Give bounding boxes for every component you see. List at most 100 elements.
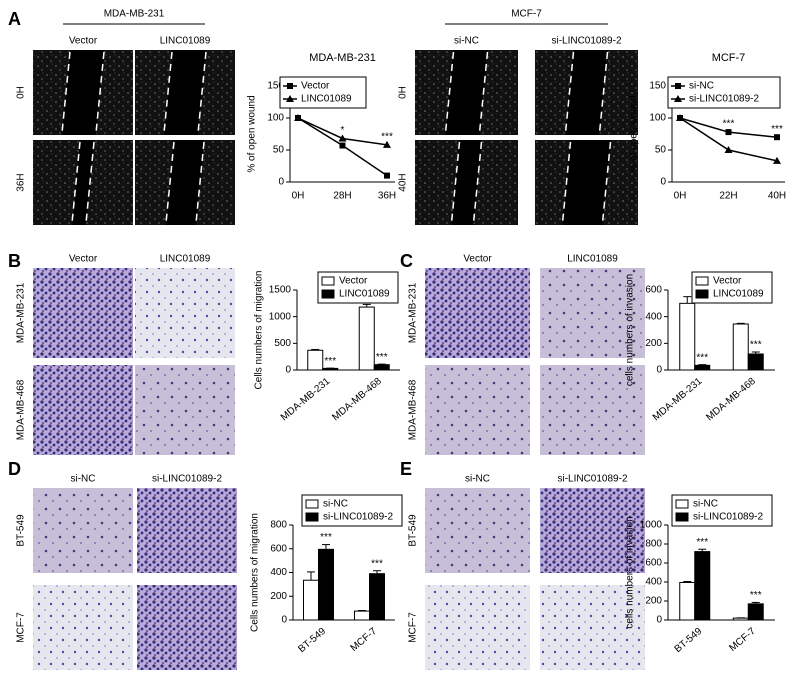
row-label: MCF-7: [408, 612, 419, 643]
wound-edge: [61, 51, 71, 134]
column-label: Vector: [69, 36, 98, 47]
panel-letter: C: [400, 251, 413, 271]
wound-edge: [197, 51, 207, 134]
point-marker: [675, 83, 681, 89]
row-label: 0H: [16, 86, 27, 99]
legend-label: si-NC: [693, 499, 718, 510]
bar: [679, 581, 696, 621]
micrograph: [540, 488, 645, 573]
wound-edge: [165, 141, 175, 224]
panel-letter: D: [8, 459, 21, 479]
y-axis-label: % of open wound: [629, 95, 640, 172]
legend-swatch: [695, 289, 709, 299]
wound-gap: [72, 140, 94, 225]
significance: ***: [324, 356, 336, 367]
y-axis-label: cells numbers of invasion: [625, 274, 636, 386]
x-tick-label: 40H: [768, 191, 786, 202]
wound-edge: [601, 141, 612, 224]
significance: ***: [376, 352, 388, 363]
bar: [322, 367, 339, 371]
bar: [303, 579, 319, 621]
row-label: MDA-MB-468: [16, 379, 27, 440]
y-tick-label: 0: [656, 615, 662, 626]
bar: [694, 551, 711, 621]
y-tick-label: 1500: [269, 285, 292, 296]
wound-edge: [444, 51, 455, 134]
significance: ***: [320, 532, 332, 543]
legend-swatch: [321, 276, 335, 286]
row-label: 0H: [398, 86, 409, 99]
x-tick-label: MDA-MB-231: [651, 376, 705, 424]
legend-swatch: [695, 276, 709, 286]
x-tick-label: BT-549: [673, 626, 705, 655]
micrograph: [135, 365, 235, 455]
row-label: BT-549: [408, 514, 419, 547]
micrograph: [33, 488, 133, 573]
wound-edge: [195, 141, 205, 224]
x-tick-label: BT-549: [296, 626, 328, 655]
wound-edge: [564, 51, 575, 134]
y-tick-label: 150: [649, 81, 666, 92]
column-label: Vector: [463, 254, 492, 265]
legend-box: [279, 76, 367, 109]
wound-gap: [565, 50, 608, 135]
x-tick-label: MCF-7: [349, 626, 380, 654]
point-marker: [384, 172, 390, 179]
column-label: si-NC: [465, 474, 490, 485]
x-tick-label: 0H: [674, 191, 687, 202]
micrograph: [540, 365, 645, 455]
micrograph: [425, 488, 530, 573]
bar: [747, 353, 764, 371]
x-tick-label: MCF-7: [727, 626, 758, 654]
legend-label: Vector: [301, 81, 330, 92]
significance: ***: [750, 340, 762, 351]
legend-label: si-NC: [689, 81, 714, 92]
bar: [307, 349, 324, 371]
y-tick-label: 150: [267, 81, 284, 92]
chart-title: MCF-7: [712, 52, 746, 64]
significance: ***: [750, 590, 762, 601]
y-tick-label: 400: [645, 577, 662, 588]
significance: ***: [696, 537, 708, 548]
y-tick-label: 0: [278, 177, 284, 188]
wound-edge: [472, 141, 483, 224]
y-axis-label: % of open wound: [247, 95, 258, 172]
legend-label: LINC01089: [339, 289, 390, 300]
legend-swatch: [305, 499, 319, 509]
legend-label: si-LINC01089-2: [693, 512, 763, 523]
wound-edge: [95, 51, 105, 134]
significance: ***: [696, 352, 708, 363]
y-tick-label: 100: [267, 113, 284, 124]
micrograph: [135, 268, 235, 358]
micrograph: [425, 585, 530, 670]
wound-gap: [166, 140, 204, 225]
y-tick-label: 1000: [640, 520, 663, 531]
grid-title: MCF-7: [511, 9, 542, 20]
bar: [318, 548, 334, 621]
y-tick-label: 1000: [269, 311, 292, 322]
row-label: MCF-7: [16, 612, 27, 643]
legend-label: si-LINC01089-2: [689, 94, 759, 105]
x-tick-label: 0H: [292, 191, 305, 202]
y-tick-label: 500: [274, 338, 291, 349]
micrograph: [137, 585, 237, 670]
micrograph: [137, 488, 237, 573]
wound-gap: [562, 140, 611, 225]
y-tick-label: 200: [270, 591, 287, 602]
y-tick-label: 400: [270, 567, 287, 578]
y-tick-label: 0: [660, 177, 666, 188]
legend-label: LINC01089: [713, 289, 764, 300]
point-marker: [338, 134, 347, 142]
significance: ***: [381, 132, 393, 143]
micrograph: [33, 585, 133, 670]
panel-letter: E: [400, 459, 412, 479]
wound-gap: [445, 50, 488, 135]
chart-title: MDA-MB-231: [309, 52, 376, 64]
wound-edge: [450, 141, 461, 224]
legend-swatch: [675, 499, 689, 509]
legend-swatch: [305, 512, 319, 522]
micrograph: [425, 365, 530, 455]
bar: [732, 323, 749, 371]
